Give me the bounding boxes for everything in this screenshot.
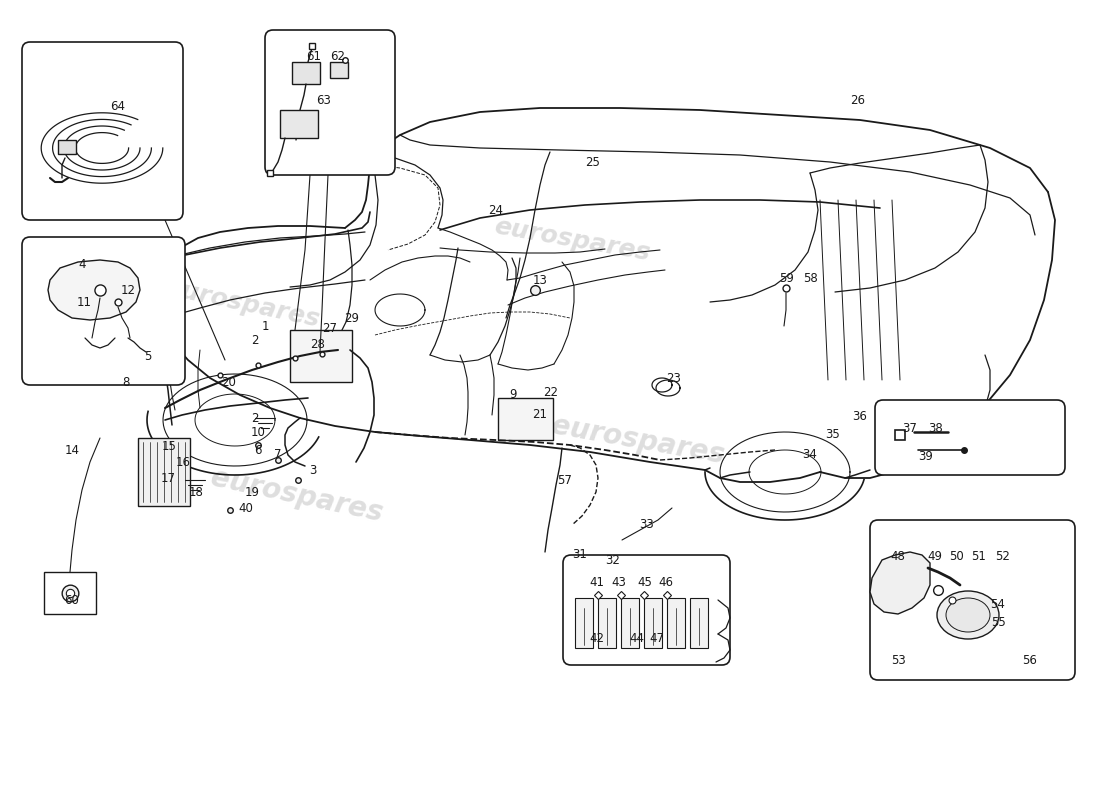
Text: 59: 59 bbox=[780, 271, 794, 285]
FancyBboxPatch shape bbox=[563, 555, 730, 665]
Text: 16: 16 bbox=[176, 457, 190, 470]
Text: 8: 8 bbox=[122, 375, 130, 389]
Text: eurospares: eurospares bbox=[549, 411, 727, 469]
Text: 32: 32 bbox=[606, 554, 620, 566]
Text: 53: 53 bbox=[891, 654, 905, 666]
Text: 31: 31 bbox=[573, 549, 587, 562]
Text: 9: 9 bbox=[509, 389, 517, 402]
Text: 24: 24 bbox=[488, 203, 504, 217]
Text: 46: 46 bbox=[659, 577, 673, 590]
Polygon shape bbox=[48, 260, 140, 320]
FancyBboxPatch shape bbox=[22, 42, 183, 220]
Bar bbox=[58, 140, 76, 154]
Bar bbox=[690, 598, 708, 648]
Text: 33: 33 bbox=[639, 518, 654, 531]
Text: 56: 56 bbox=[1023, 654, 1037, 666]
Text: 4: 4 bbox=[78, 258, 86, 271]
Text: 25: 25 bbox=[585, 155, 601, 169]
Text: 29: 29 bbox=[344, 311, 360, 325]
Text: 61: 61 bbox=[307, 50, 321, 62]
FancyBboxPatch shape bbox=[22, 237, 185, 385]
Text: 15: 15 bbox=[162, 441, 176, 454]
Text: 21: 21 bbox=[532, 409, 548, 422]
Text: 18: 18 bbox=[188, 486, 204, 499]
Text: 27: 27 bbox=[322, 322, 338, 334]
Text: 52: 52 bbox=[996, 550, 1011, 563]
Text: 43: 43 bbox=[612, 577, 626, 590]
Text: 45: 45 bbox=[638, 577, 652, 590]
Bar bbox=[292, 62, 320, 84]
Polygon shape bbox=[870, 552, 930, 614]
Bar bbox=[575, 598, 593, 648]
Text: 7: 7 bbox=[274, 449, 282, 462]
Text: 3: 3 bbox=[309, 463, 317, 477]
FancyBboxPatch shape bbox=[265, 30, 395, 175]
Text: 54: 54 bbox=[991, 598, 1005, 611]
Text: eurospares: eurospares bbox=[162, 276, 322, 332]
Bar bbox=[498, 398, 553, 440]
Text: 57: 57 bbox=[558, 474, 572, 486]
Text: 26: 26 bbox=[850, 94, 866, 106]
Ellipse shape bbox=[937, 591, 999, 639]
Text: 37: 37 bbox=[903, 422, 917, 434]
Text: eurospares: eurospares bbox=[492, 214, 652, 266]
FancyBboxPatch shape bbox=[870, 520, 1075, 680]
Text: 55: 55 bbox=[991, 615, 1005, 629]
Text: 63: 63 bbox=[317, 94, 331, 106]
Text: 6: 6 bbox=[254, 443, 262, 457]
Text: 41: 41 bbox=[590, 577, 605, 590]
Text: 2: 2 bbox=[251, 334, 258, 346]
Text: 14: 14 bbox=[65, 443, 79, 457]
Bar bbox=[44, 572, 96, 614]
Bar bbox=[644, 598, 662, 648]
Text: 1: 1 bbox=[262, 319, 268, 333]
Text: 60: 60 bbox=[65, 594, 79, 607]
Text: 34: 34 bbox=[803, 449, 817, 462]
Text: 48: 48 bbox=[891, 550, 905, 563]
Text: 36: 36 bbox=[852, 410, 868, 422]
Text: 51: 51 bbox=[971, 550, 987, 563]
Text: 35: 35 bbox=[826, 429, 840, 442]
Text: 39: 39 bbox=[918, 450, 934, 462]
Bar bbox=[280, 110, 318, 138]
Bar bbox=[330, 62, 348, 78]
Text: 62: 62 bbox=[330, 50, 345, 62]
Text: 22: 22 bbox=[543, 386, 559, 398]
Text: 49: 49 bbox=[927, 550, 943, 563]
Text: 28: 28 bbox=[310, 338, 326, 350]
Bar bbox=[621, 598, 639, 648]
Text: 2: 2 bbox=[251, 411, 258, 425]
Text: 5: 5 bbox=[144, 350, 152, 362]
Text: 40: 40 bbox=[239, 502, 253, 514]
Ellipse shape bbox=[946, 598, 990, 632]
Bar bbox=[290, 330, 352, 382]
Text: 19: 19 bbox=[244, 486, 260, 498]
Text: 11: 11 bbox=[77, 297, 91, 310]
Bar bbox=[598, 598, 616, 648]
Text: 23: 23 bbox=[667, 371, 681, 385]
Bar bbox=[138, 438, 190, 506]
Text: 13: 13 bbox=[532, 274, 548, 286]
Text: 44: 44 bbox=[629, 631, 645, 645]
Text: 10: 10 bbox=[251, 426, 265, 438]
FancyBboxPatch shape bbox=[874, 400, 1065, 475]
Text: 20: 20 bbox=[221, 375, 236, 389]
Text: 38: 38 bbox=[928, 422, 944, 434]
Text: 47: 47 bbox=[649, 631, 664, 645]
Text: 12: 12 bbox=[121, 283, 135, 297]
Text: 58: 58 bbox=[803, 271, 817, 285]
Text: 17: 17 bbox=[161, 471, 176, 485]
Text: 42: 42 bbox=[590, 631, 605, 645]
Text: eurospares: eurospares bbox=[208, 464, 386, 528]
Bar bbox=[667, 598, 685, 648]
Text: 64: 64 bbox=[110, 101, 125, 114]
Text: 50: 50 bbox=[949, 550, 965, 563]
